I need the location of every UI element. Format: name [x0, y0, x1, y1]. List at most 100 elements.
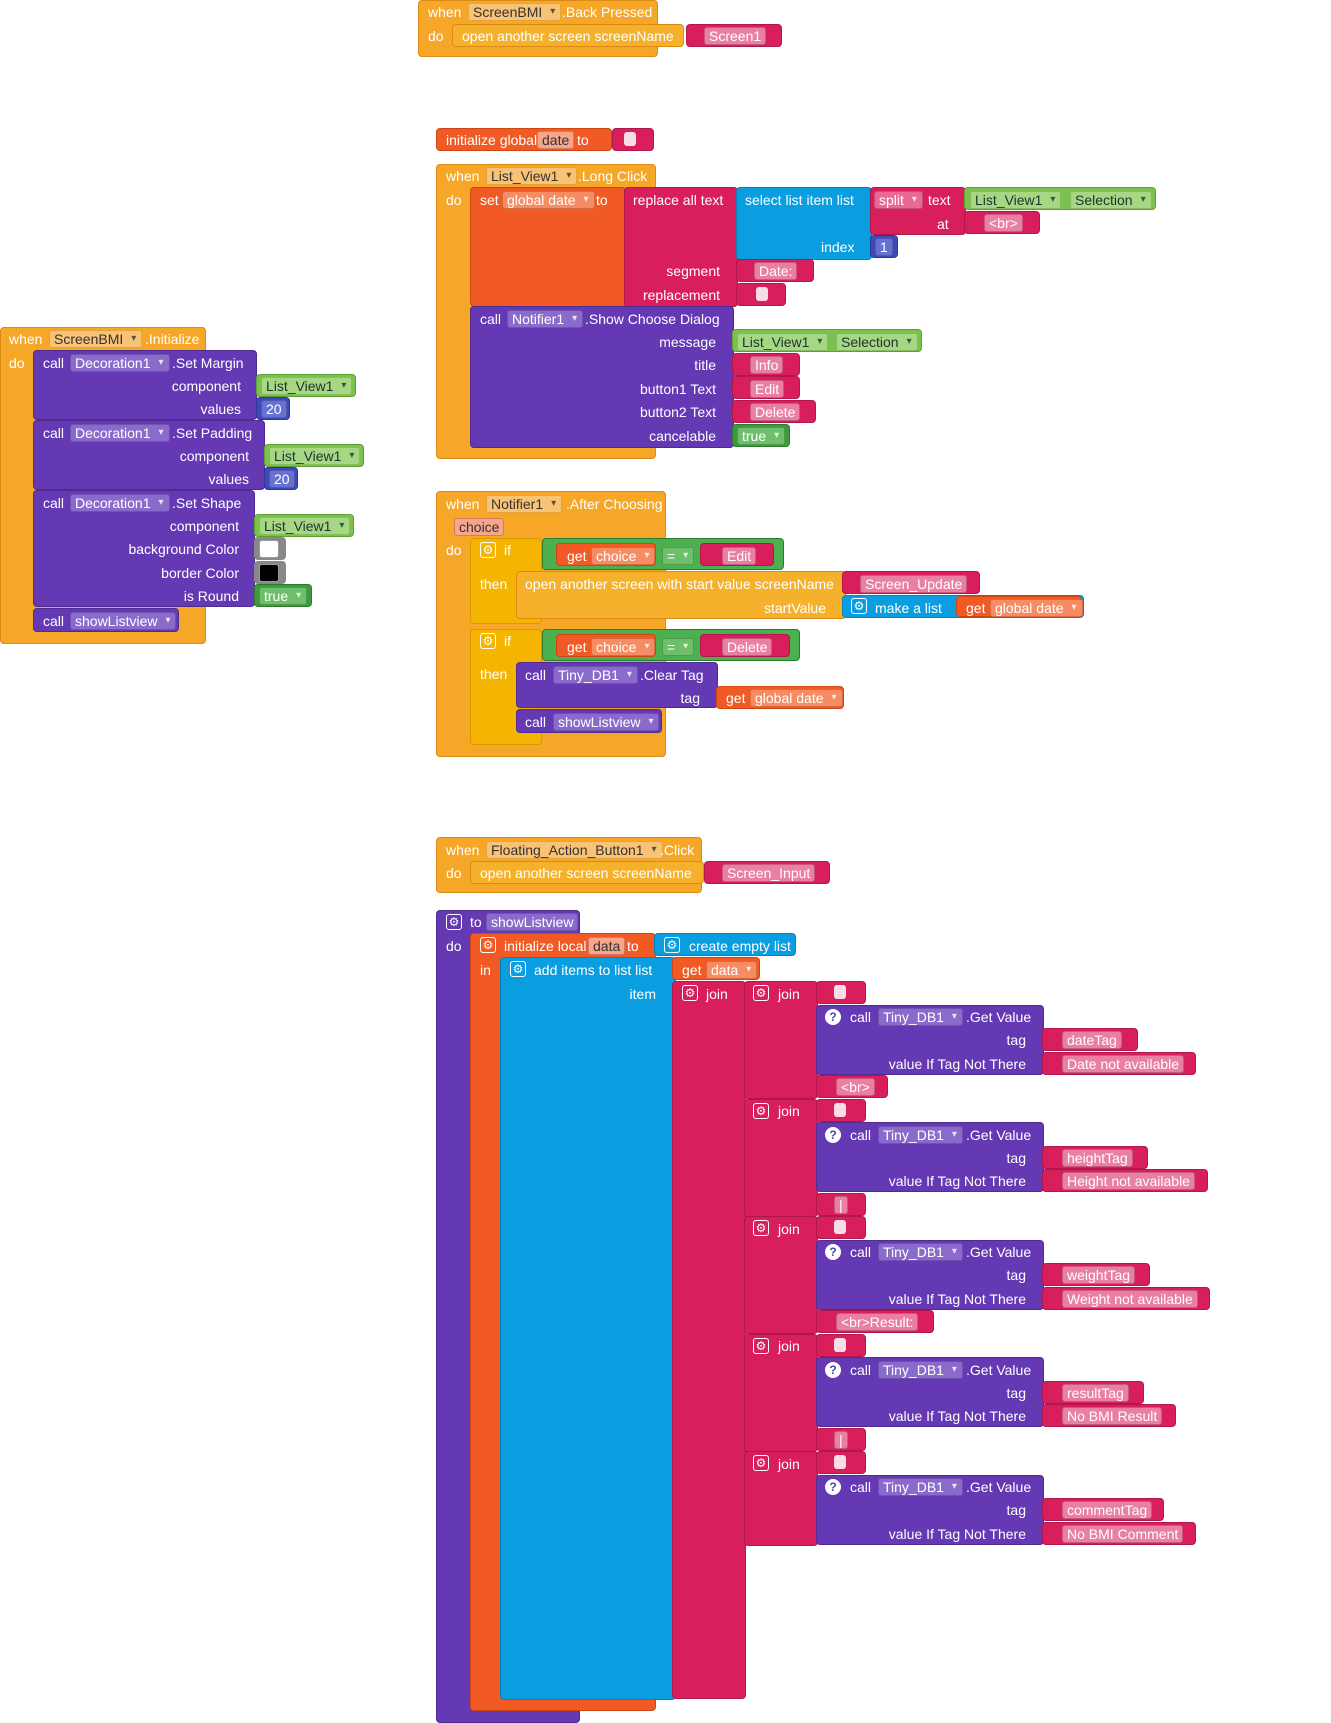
component-dropdown[interactable]: Tiny_DB1: [553, 666, 638, 684]
gear-icon[interactable]: ⚙: [480, 937, 496, 953]
operator-dropdown[interactable]: =: [662, 547, 695, 565]
open-screen-block[interactable]: [452, 24, 684, 47]
gear-icon[interactable]: ⚙: [753, 1220, 769, 1236]
gear-icon[interactable]: ⚙: [753, 1103, 769, 1119]
component-dropdown[interactable]: ScreenBMI: [49, 330, 143, 348]
component-dropdown[interactable]: Tiny_DB1: [878, 1126, 963, 1144]
component-dropdown[interactable]: Decoration1: [70, 354, 170, 372]
default-string-value[interactable]: Weight not available: [1062, 1290, 1198, 1308]
tag-string-value[interactable]: resultTag: [1062, 1384, 1129, 1402]
separator-string-value[interactable]: <br>Result:: [836, 1313, 919, 1331]
padding-number-value[interactable]: 20: [269, 470, 295, 488]
tag-string-value[interactable]: commentTag: [1062, 1501, 1153, 1519]
help-icon[interactable]: ?: [825, 1479, 841, 1495]
join-comment-block[interactable]: [744, 1451, 818, 1546]
delete-string-value[interactable]: Delete: [722, 638, 773, 656]
tag-string-value[interactable]: dateTag: [1062, 1031, 1122, 1049]
parameter-choice[interactable]: choice: [454, 518, 505, 536]
variable-dropdown[interactable]: data: [706, 961, 758, 979]
join-outer-block[interactable]: [672, 981, 746, 1699]
procedure-dropdown[interactable]: showListview: [70, 612, 177, 630]
title-string-value[interactable]: Info: [750, 356, 784, 374]
operator-dropdown[interactable]: =: [662, 638, 695, 656]
tag-string-value[interactable]: weightTag: [1062, 1266, 1136, 1284]
component-dropdown[interactable]: Decoration1: [70, 424, 170, 442]
screen-name-value[interactable]: Screen_Update: [860, 575, 968, 593]
variable-dropdown[interactable]: global date: [750, 689, 843, 707]
default-string-value[interactable]: Date not available: [1062, 1055, 1185, 1073]
variable-dropdown[interactable]: global date: [502, 191, 595, 209]
help-icon[interactable]: ?: [825, 1127, 841, 1143]
global-name-field[interactable]: date: [537, 131, 575, 149]
margin-number-value[interactable]: 20: [261, 400, 287, 418]
component-dropdown[interactable]: Tiny_DB1: [878, 1243, 963, 1261]
property-dropdown[interactable]: Selection: [1070, 191, 1152, 209]
boolean-dropdown[interactable]: true: [259, 587, 308, 605]
local-name-field[interactable]: data: [588, 937, 626, 955]
split-dropdown[interactable]: split: [874, 191, 923, 209]
empty-string-value[interactable]: [834, 1338, 846, 1352]
open-screen-block[interactable]: [470, 861, 704, 884]
property-dropdown[interactable]: Selection: [836, 333, 918, 351]
separator-string-value[interactable]: <br>: [836, 1078, 875, 1096]
component-dropdown[interactable]: List_View1: [486, 167, 578, 185]
segment-string-value[interactable]: Date:: [754, 262, 798, 280]
gear-icon[interactable]: ⚙: [753, 985, 769, 1001]
component-dropdown[interactable]: Tiny_DB1: [878, 1008, 963, 1026]
gear-icon[interactable]: ⚙: [664, 937, 680, 953]
tag-string-value[interactable]: heightTag: [1062, 1149, 1133, 1167]
screen-name-value[interactable]: Screen1: [704, 27, 767, 45]
component-dropdown[interactable]: Floating_Action_Button1: [486, 841, 663, 859]
empty-string-value[interactable]: [834, 985, 846, 999]
index-number-value[interactable]: 1: [875, 238, 893, 256]
variable-dropdown[interactable]: choice: [591, 638, 656, 656]
default-string-value[interactable]: Height not available: [1062, 1172, 1195, 1190]
create-empty-list-block[interactable]: [654, 933, 796, 956]
help-icon[interactable]: ?: [825, 1009, 841, 1025]
gear-icon[interactable]: ⚙: [753, 1338, 769, 1354]
screen-name-value[interactable]: Screen_Input: [722, 864, 816, 882]
component-dropdown[interactable]: Notifier1: [507, 310, 584, 328]
gear-icon[interactable]: ⚙: [851, 598, 867, 614]
help-icon[interactable]: ?: [825, 1362, 841, 1378]
component-dropdown[interactable]: Notifier1: [486, 495, 563, 513]
separator-string-value[interactable]: |: [834, 1196, 848, 1214]
button1-string-value[interactable]: Edit: [750, 380, 785, 398]
variable-dropdown[interactable]: choice: [591, 547, 656, 565]
default-string-value[interactable]: No BMI Result: [1062, 1407, 1163, 1425]
gear-icon[interactable]: ⚙: [480, 542, 496, 558]
replacement-string-value[interactable]: [756, 287, 768, 301]
gear-icon[interactable]: ⚙: [510, 961, 526, 977]
component-dropdown[interactable]: Decoration1: [70, 494, 170, 512]
white-color-swatch[interactable]: [259, 540, 279, 558]
component-dropdown[interactable]: List_View1: [261, 377, 353, 395]
gear-icon[interactable]: ⚙: [753, 1455, 769, 1471]
empty-string-value[interactable]: [834, 1220, 846, 1234]
empty-string-value[interactable]: [834, 1103, 846, 1117]
gear-icon[interactable]: ⚙: [446, 914, 462, 930]
help-icon[interactable]: ?: [825, 1244, 841, 1260]
boolean-dropdown[interactable]: true: [737, 427, 786, 445]
component-dropdown[interactable]: Tiny_DB1: [878, 1361, 963, 1379]
procedure-name-field[interactable]: showListview: [486, 913, 579, 931]
select-list-item-block[interactable]: [736, 187, 872, 260]
clear-tag-block[interactable]: [516, 662, 718, 708]
black-color-swatch[interactable]: [259, 564, 279, 582]
button2-string-value[interactable]: Delete: [750, 403, 801, 421]
show-choose-dialog-block[interactable]: [470, 306, 734, 448]
br-string-value[interactable]: <br>: [984, 214, 1023, 232]
edit-string-value[interactable]: Edit: [722, 547, 757, 565]
gear-icon[interactable]: ⚙: [682, 985, 698, 1001]
add-items-to-list-block[interactable]: [500, 957, 676, 1700]
default-string-value[interactable]: No BMI Comment: [1062, 1525, 1184, 1543]
component-dropdown[interactable]: Tiny_DB1: [878, 1478, 963, 1496]
procedure-dropdown[interactable]: showListview: [553, 713, 660, 731]
component-dropdown[interactable]: List_View1: [269, 447, 361, 465]
gear-icon[interactable]: ⚙: [480, 633, 496, 649]
variable-dropdown[interactable]: global date: [990, 599, 1083, 617]
component-dropdown[interactable]: List_View1: [259, 517, 351, 535]
empty-string-value[interactable]: [624, 132, 636, 146]
component-dropdown[interactable]: List_View1: [737, 333, 829, 351]
component-dropdown[interactable]: List_View1: [970, 191, 1062, 209]
empty-string-value[interactable]: [834, 1455, 846, 1469]
